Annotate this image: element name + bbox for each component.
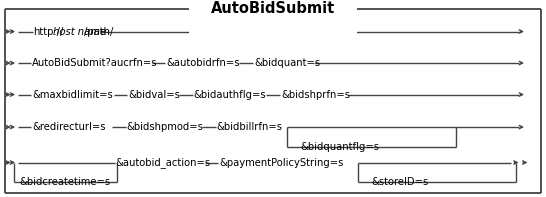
Text: &bidquant=s: &bidquant=s	[254, 58, 320, 68]
Text: &maxbidlimit=s: &maxbidlimit=s	[32, 90, 113, 99]
Text: &bidshpmod=s: &bidshpmod=s	[127, 122, 204, 132]
Text: &bidshprfn=s: &bidshprfn=s	[281, 90, 350, 99]
Text: &bidauthflg=s: &bidauthflg=s	[194, 90, 266, 99]
Text: AutoBidSubmit: AutoBidSubmit	[211, 1, 335, 16]
Text: &storeID=s: &storeID=s	[371, 177, 429, 187]
Text: http://: http://	[33, 27, 64, 36]
Text: &paymentPolicyString=s: &paymentPolicyString=s	[219, 158, 344, 167]
Text: &autobid_action=s: &autobid_action=s	[116, 157, 211, 168]
Text: &redirecturl=s: &redirecturl=s	[32, 122, 106, 132]
Text: host name: host name	[53, 27, 106, 36]
Text: /path/: /path/	[84, 27, 114, 36]
Text: &autobidrfn=s: &autobidrfn=s	[167, 58, 240, 68]
Text: &bidquantflg=s: &bidquantflg=s	[300, 142, 379, 152]
Text: AutoBidSubmit?aucrfn=s: AutoBidSubmit?aucrfn=s	[32, 58, 158, 68]
Text: &bidval=s: &bidval=s	[128, 90, 180, 99]
Text: &bidcreatetime=s: &bidcreatetime=s	[19, 177, 110, 187]
Text: &bidbillrfn=s: &bidbillrfn=s	[217, 122, 283, 132]
